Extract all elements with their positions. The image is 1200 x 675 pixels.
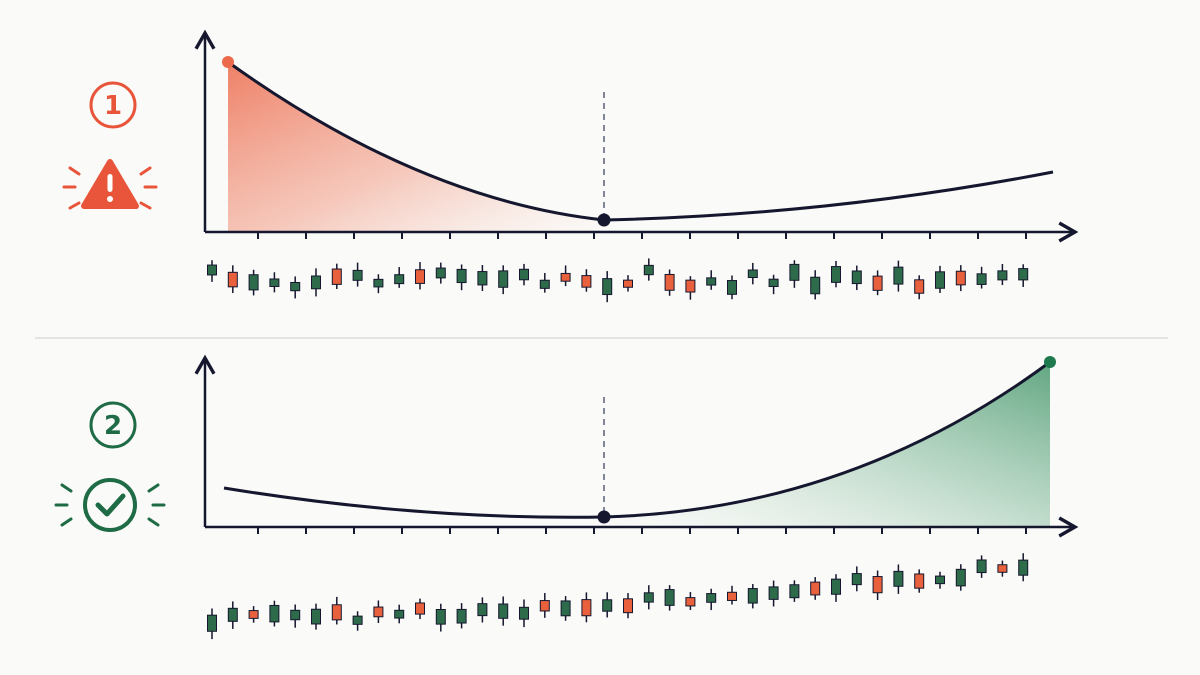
gain-area [604, 362, 1050, 527]
candle-body [768, 586, 779, 600]
candle-body [810, 276, 821, 295]
candle-body [893, 570, 904, 587]
candle-body [768, 278, 779, 288]
risk-area [228, 62, 604, 232]
candle-body [685, 279, 696, 293]
candle-body [976, 273, 987, 285]
candle-body [248, 610, 259, 619]
candle-body [477, 603, 488, 617]
candle-body [747, 269, 758, 279]
ticks [257, 527, 1027, 534]
candle-body [955, 270, 966, 286]
candle-body [997, 564, 1008, 573]
candle-body [269, 278, 280, 288]
candle-body [872, 576, 883, 594]
candle-body [727, 280, 737, 295]
step-number: 1 [104, 91, 122, 121]
candle-body [373, 278, 384, 288]
end-dot [1044, 356, 1056, 368]
candle-body [831, 578, 841, 595]
candle-body [290, 609, 301, 621]
min-dot [597, 510, 611, 524]
candle-body [519, 606, 529, 620]
candle-body [415, 602, 425, 615]
candle-body [623, 279, 633, 288]
candle-body [456, 268, 467, 284]
curve [223, 360, 1051, 519]
candle-body [207, 264, 217, 276]
candle-body [810, 581, 821, 596]
candle-body [290, 281, 301, 292]
candles [207, 258, 1029, 303]
candle-body [394, 609, 405, 619]
candle-body [207, 614, 217, 632]
candle-body [269, 604, 280, 623]
candle-body [706, 277, 717, 286]
candle-body [415, 269, 425, 284]
candle-body [539, 600, 550, 612]
candle-body [872, 275, 883, 291]
candle-body [539, 279, 550, 289]
candle-body [789, 263, 800, 281]
candle-body [664, 273, 675, 291]
candles [207, 553, 1029, 640]
candle-body [685, 597, 696, 607]
candle-body [581, 275, 592, 288]
candle-body [851, 270, 862, 285]
step-badge [89, 81, 137, 129]
candle-body [456, 608, 467, 624]
candle-body [227, 271, 238, 288]
candle-body [581, 599, 592, 617]
candle-body [914, 573, 925, 589]
candle-body [311, 608, 321, 625]
candle-body [643, 592, 654, 603]
candle-body [747, 588, 758, 604]
candle-body [331, 268, 342, 285]
warning-icon [62, 159, 158, 210]
candle-body [435, 267, 446, 279]
candle-body [789, 584, 800, 599]
candle-body [498, 270, 509, 288]
candle-body [893, 266, 904, 285]
step-badge [89, 401, 137, 449]
candle-body [248, 274, 259, 291]
candle-body [706, 593, 717, 603]
candle-body [477, 271, 488, 286]
candle-body [914, 279, 925, 294]
candle-body [602, 278, 613, 296]
check-icon [54, 478, 166, 532]
min-dot [597, 213, 611, 227]
candle-body [498, 603, 509, 619]
start-dot [222, 56, 234, 68]
candle-body [435, 608, 446, 625]
candle-body [227, 607, 238, 622]
candle-body [560, 272, 571, 282]
ticks [257, 232, 1027, 239]
candle-body [935, 271, 945, 289]
candle-body [997, 270, 1008, 281]
candle-body [1018, 559, 1029, 576]
candle-body [519, 268, 529, 281]
candle-body [560, 600, 571, 617]
candle-body [935, 575, 945, 585]
candle-body [311, 275, 321, 290]
candle-body [352, 269, 363, 281]
candle-body [331, 604, 342, 621]
candle-body [664, 589, 675, 606]
candle-body [831, 266, 841, 283]
step-number: 2 [104, 411, 122, 441]
candle-body [1018, 268, 1029, 281]
candle-body [727, 591, 737, 601]
candle-body [394, 274, 405, 285]
candle-body [851, 573, 862, 586]
candle-body [373, 606, 384, 618]
candle-body [623, 598, 633, 614]
candle-body [352, 615, 363, 625]
candle-body [602, 599, 613, 612]
candle-body [643, 264, 654, 276]
candle-body [976, 559, 987, 574]
candle-body [955, 568, 966, 587]
